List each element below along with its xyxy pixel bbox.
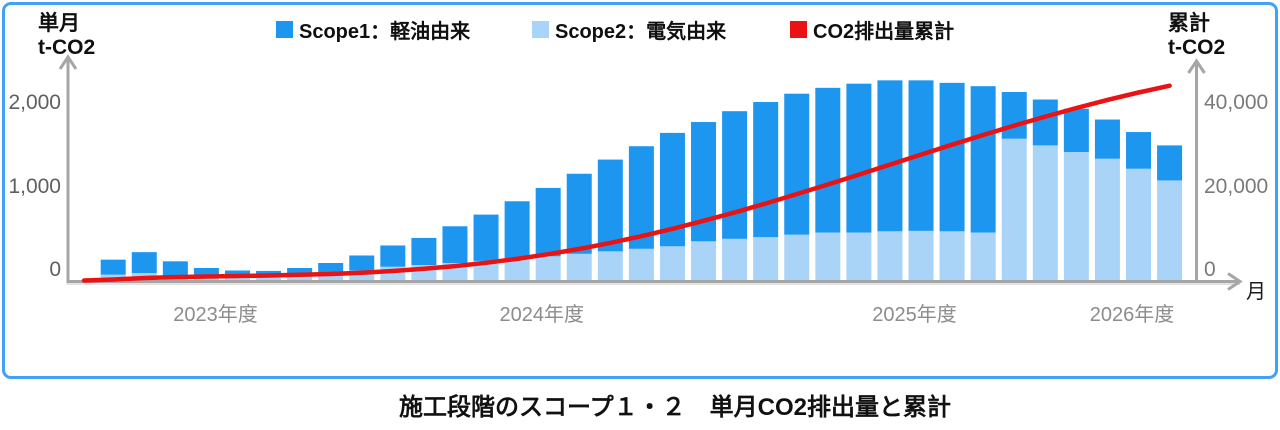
bar-scope2 [691, 241, 717, 281]
bar-scope2 [287, 275, 313, 281]
right-axis-arrow-icon [1187, 58, 1206, 74]
bar-scope2 [1094, 158, 1120, 281]
bar-scope1 [846, 83, 872, 233]
bar-scope2 [659, 246, 685, 281]
left-axis-title: 単月 t-CO2 [38, 12, 95, 60]
bar-scope1 [970, 86, 996, 233]
bar-scope1 [473, 214, 499, 261]
legend-label-scope1: Scope1：軽油由来 [299, 21, 471, 43]
bar-scope1 [1094, 119, 1120, 159]
bar-scope1 [1157, 145, 1183, 181]
right-axis-title-line1: 累計 [1168, 12, 1210, 35]
bar-scope1 [162, 261, 188, 276]
bar-scope1 [722, 111, 748, 239]
bar-scope1 [753, 102, 779, 238]
bar-scope2 [1063, 152, 1089, 281]
legend-item-cumulative: CO2排出量累計 [790, 15, 954, 44]
right-axis-title-line2: t-CO2 [1168, 36, 1226, 59]
bar-scope2 [597, 251, 623, 281]
left-axis-arrow-icon [58, 54, 78, 70]
chart-title: 施工段階のスコープ１・２ 単月CO2排出量と累計 [399, 394, 951, 421]
left-axis-title-line1: 単月 [38, 12, 80, 35]
bar-scope2 [349, 270, 375, 281]
bar-scope1 [100, 259, 126, 275]
bar-scope2 [846, 232, 872, 281]
bar-scope2 [566, 253, 592, 281]
scope1-swatch-icon [276, 21, 293, 38]
left-axis-title-line2: t-CO2 [38, 36, 96, 59]
bar-scope1 [784, 93, 810, 235]
bar-scope1 [815, 87, 841, 233]
bar-scope2 [318, 272, 344, 281]
right-axis-title: 累計 t-CO2 [1168, 12, 1225, 60]
bar-scope1 [349, 255, 375, 271]
bar-scope2 [722, 238, 748, 281]
bar-scope2 [193, 277, 219, 281]
bar-scope2 [1126, 168, 1152, 281]
cumulative-swatch-icon [790, 21, 807, 38]
bar-scope1 [1126, 132, 1152, 169]
bar-scope2 [908, 230, 934, 281]
bar-scope1 [193, 267, 219, 278]
legend-label-cumulative: CO2排出量累計 [813, 21, 955, 43]
bar-scope2 [1001, 138, 1027, 281]
bar-scope1 [131, 252, 157, 273]
bar-scope2 [939, 231, 965, 281]
legend-item-scope2: Scope2：電気由来 [532, 15, 726, 44]
bar-scope2 [877, 231, 903, 281]
bar-scope2 [628, 248, 654, 281]
bar-scope1 [566, 173, 592, 254]
bar-scope2 [970, 232, 996, 281]
bar-scope2 [1157, 180, 1183, 281]
bar-scope1 [1001, 92, 1027, 139]
bar-scope2 [1032, 145, 1058, 281]
bar-scope2 [753, 237, 779, 281]
bar-scope2 [473, 260, 499, 281]
cumulative-line [81, 83, 1172, 283]
bar-scope1 [877, 80, 903, 232]
bar-scope1 [442, 226, 468, 263]
bar-scope1 [628, 146, 654, 249]
bar-scope2 [784, 234, 810, 281]
bar-scope1 [1063, 108, 1089, 153]
x-axis-arrow-icon [1227, 272, 1243, 291]
bar-scope1 [1032, 99, 1058, 146]
bar-scope1 [535, 187, 561, 257]
bar-scope2 [815, 232, 841, 281]
bar-scope1 [939, 82, 965, 232]
bar-scope1 [380, 245, 406, 267]
bar-scope1 [597, 159, 623, 252]
legend-label-scope2: Scope2：電気由来 [555, 21, 727, 43]
bar-scope1 [287, 267, 313, 276]
bar-scope2 [256, 277, 282, 281]
bar-scope1 [411, 237, 437, 266]
bar-scope1 [318, 262, 344, 273]
bar-scope2 [224, 277, 250, 281]
legend-item-scope1: Scope1：軽油由来 [276, 15, 470, 44]
bar-scope2 [504, 258, 530, 281]
bar-scope2 [535, 256, 561, 281]
scope2-swatch-icon [532, 21, 549, 38]
legend: Scope1：軽油由来 Scope2：電気由来 CO2排出量累計 [0, 15, 1280, 43]
bar-scope1 [504, 201, 530, 259]
